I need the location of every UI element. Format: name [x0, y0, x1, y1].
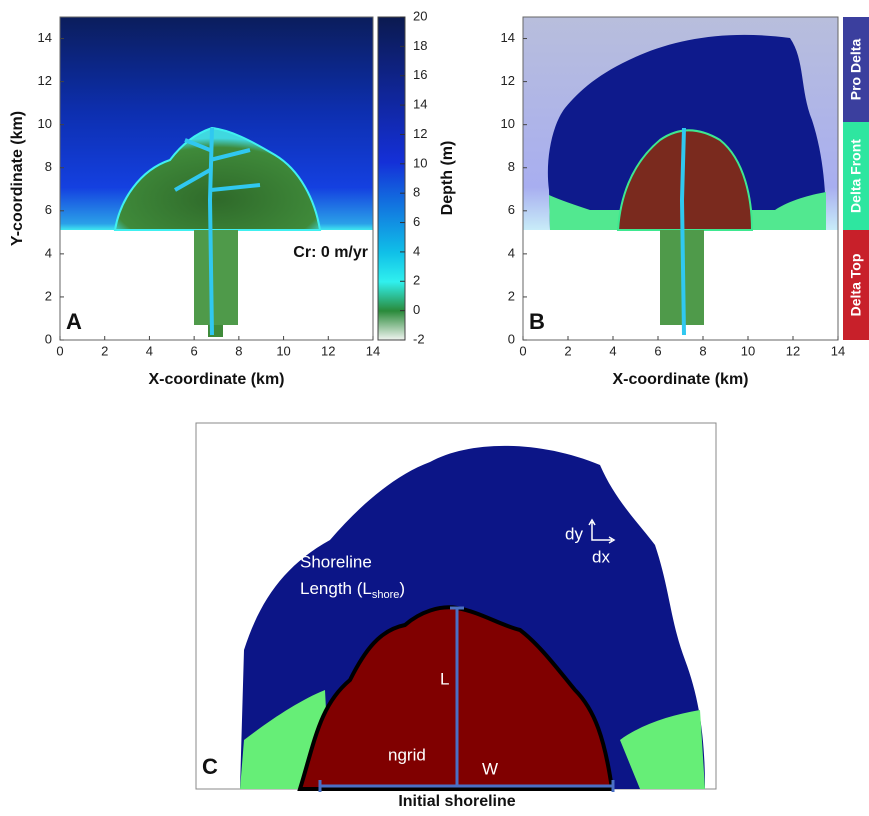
colorbar-label: Depth (m)	[439, 141, 456, 216]
colorbar-tick-label: -2	[413, 331, 425, 346]
y-tick-label: 12	[501, 73, 515, 88]
y-tick-label: 14	[38, 30, 52, 45]
legend-swatch	[843, 122, 869, 230]
plot-frame	[59, 16, 374, 341]
colorbar-tick-label: 0	[413, 302, 420, 317]
shoreline-label-part: shore	[372, 589, 400, 601]
x-tick-label: 12	[321, 343, 335, 358]
x-axis-label: X-coordinate (km)	[612, 371, 748, 388]
dy-label: dy	[565, 524, 583, 543]
x-tick-label: 8	[699, 343, 706, 358]
x-tick-label: 2	[564, 343, 571, 358]
ngrid-label: ngrid	[388, 745, 426, 764]
colorbar-tick-label: 8	[413, 185, 420, 200]
legend-swatch	[843, 17, 869, 122]
panel-a-image	[60, 17, 373, 340]
panel-label: B	[529, 309, 545, 334]
x-tick-label: 10	[276, 343, 290, 358]
y-tick-label: 10	[501, 116, 515, 131]
colorbar-tick-label: 20	[413, 8, 427, 23]
shoreline-label: Shoreline	[300, 552, 372, 571]
x-tick-label: 14	[366, 343, 380, 358]
panel-label: C	[202, 754, 218, 779]
y-tick-label: 14	[501, 30, 515, 45]
panel-c-diagram	[195, 422, 717, 792]
y-tick-label: 0	[45, 331, 52, 346]
y-tick-label: 10	[38, 116, 52, 131]
caption: Initial shoreline	[398, 793, 515, 810]
legend-label: Pro Delta	[848, 39, 864, 101]
width-label: W	[482, 759, 498, 778]
x-tick-label: 10	[741, 343, 755, 358]
y-tick-label: 6	[508, 202, 515, 217]
y-tick-label: 8	[508, 159, 515, 174]
shoreline-label-part: Length (L	[300, 579, 372, 598]
colorbar-tick-label: 6	[413, 214, 420, 229]
y-tick-label: 2	[45, 288, 52, 303]
x-tick-label: 8	[235, 343, 242, 358]
colorbar-tick-label: 10	[413, 155, 427, 170]
y-tick-label: 8	[45, 159, 52, 174]
colorbar	[377, 16, 406, 341]
x-tick-label: 4	[146, 343, 153, 358]
y-tick-label: 4	[508, 245, 515, 260]
shoreline-label-part: )	[399, 579, 405, 598]
x-axis-label: X-coordinate (km)	[148, 371, 284, 388]
colorbar-tick-label: 2	[413, 273, 420, 288]
plot-frame	[522, 16, 839, 341]
x-tick-label: 4	[609, 343, 616, 358]
colorbar-tick-label: 4	[413, 243, 420, 258]
panel-label: A	[66, 309, 82, 334]
x-tick-label: 12	[786, 343, 800, 358]
y-tick-label: 6	[45, 202, 52, 217]
y-axis-label: Y-coordinate (km)	[9, 111, 26, 246]
x-tick-label: 2	[101, 343, 108, 358]
legend-swatch	[843, 230, 869, 340]
y-tick-label: 0	[508, 331, 515, 346]
annotation: Cr: 0 m/yr	[293, 244, 368, 261]
x-tick-label: 6	[654, 343, 661, 358]
legend-label: Delta Top	[848, 254, 864, 317]
x-tick-label: 14	[831, 343, 845, 358]
shoreline-label: Length (Lshore)	[300, 579, 405, 600]
colorbar-tick-label: 14	[413, 97, 427, 112]
colorbar-tick-label: 16	[413, 67, 427, 82]
length-label: L	[440, 669, 449, 688]
dx-label: dx	[592, 547, 610, 566]
panel-b-image	[523, 17, 838, 340]
legend-label: Delta Front	[848, 139, 864, 213]
colorbar-tick-label: 18	[413, 38, 427, 53]
y-tick-label: 4	[45, 245, 52, 260]
x-tick-label: 6	[191, 343, 198, 358]
y-tick-label: 2	[508, 288, 515, 303]
colorbar-tick-label: 12	[413, 126, 427, 141]
x-tick-label: 0	[519, 343, 526, 358]
x-tick-label: 0	[56, 343, 63, 358]
y-tick-label: 12	[38, 73, 52, 88]
